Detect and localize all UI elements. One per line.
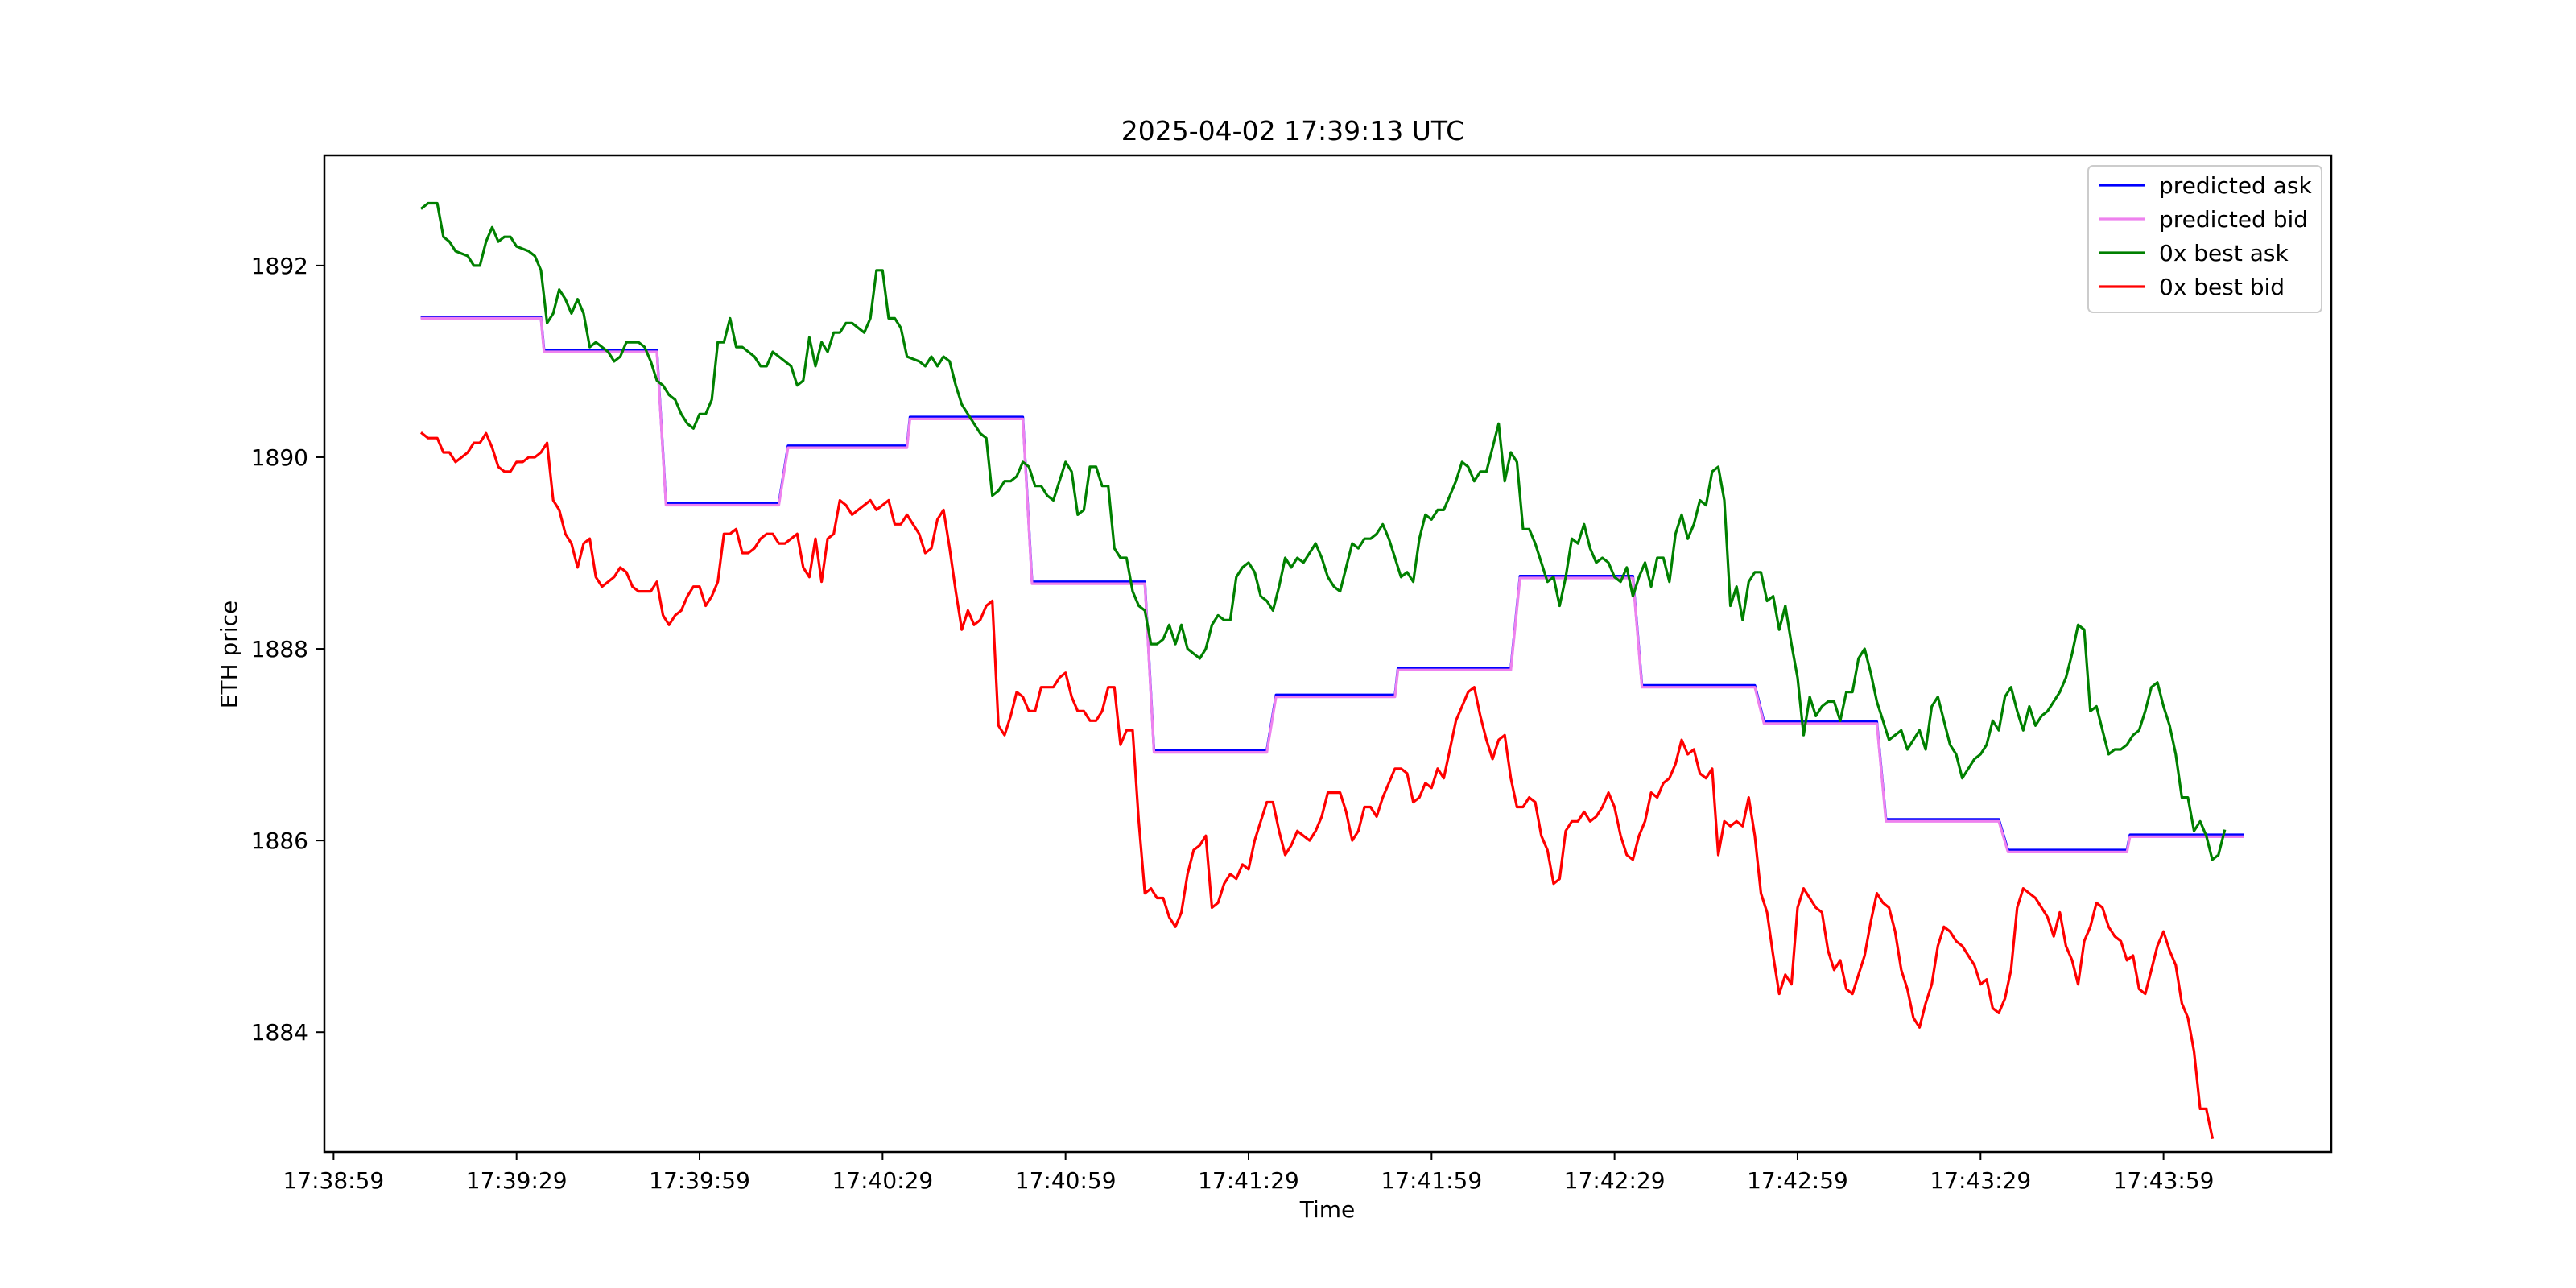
x-axis-label: Time [1299, 1196, 1356, 1223]
y-tick-label: 1892 [251, 253, 308, 279]
series-layer [419, 201, 2244, 1139]
x-tick-label: 17:41:59 [1381, 1167, 1482, 1194]
series-line-0x-best-bid [419, 431, 2215, 1139]
legend-label: predicted bid [2159, 206, 2308, 233]
x-tick-label: 17:40:29 [832, 1167, 933, 1194]
plot-frame [323, 154, 2333, 1154]
x-tick-label: 17:43:29 [1930, 1167, 2031, 1194]
series-line-predicted-ask [420, 316, 2244, 852]
legend-box [2087, 165, 2322, 313]
x-tick-label: 17:42:29 [1564, 1167, 1666, 1194]
y-axis-label: ETH price [216, 601, 242, 708]
legend-label: 0x best ask [2159, 240, 2289, 266]
series-line-predicted-bid [420, 316, 2244, 853]
x-tick-label: 17:40:59 [1015, 1167, 1117, 1194]
x-tick-label: 17:41:29 [1198, 1167, 1299, 1194]
legend: predicted ask predicted bid 0x best ask 0x … [2087, 165, 2322, 313]
x-tick-label: 17:42:59 [1747, 1167, 1848, 1194]
legend-label: 0x best bid [2159, 274, 2285, 300]
y-axis: 1884 1886 1888 1890 1892 [251, 253, 324, 1046]
x-tick-label: 17:39:59 [649, 1167, 750, 1194]
x-tick-label: 17:38:59 [283, 1167, 384, 1194]
y-tick-label: 1890 [251, 444, 308, 471]
y-tick-label: 1888 [251, 636, 308, 663]
y-tick-label: 1884 [251, 1019, 308, 1046]
series-line-0x-best-ask [419, 201, 2227, 861]
y-tick-label: 1886 [251, 828, 308, 854]
legend-label: predicted ask [2159, 172, 2312, 199]
x-tick-label: 17:43:59 [2113, 1167, 2215, 1194]
chart-title: 2025-04-02 17:39:13 UTC [1121, 115, 1464, 147]
x-axis: 17:38:59 17:39:29 17:39:59 17:40:29 17:40:59… [283, 1152, 2215, 1194]
x-tick-label: 17:39:29 [466, 1167, 568, 1194]
